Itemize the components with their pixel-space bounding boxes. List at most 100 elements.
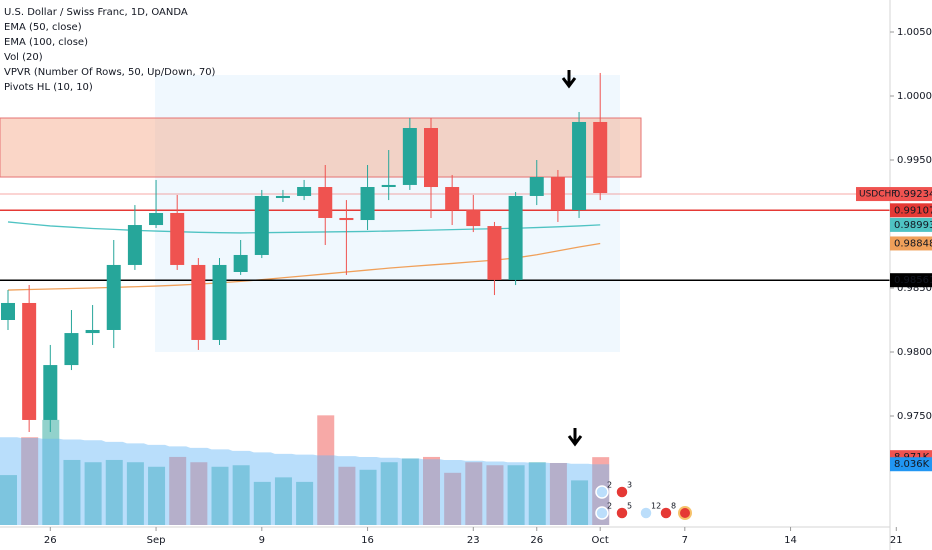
symbol-title: U.S. Dollar / Swiss Franc, 1D, OANDA — [4, 7, 188, 18]
candle-body — [487, 226, 502, 280]
volume-bar — [359, 469, 377, 525]
arrow — [561, 70, 577, 89]
volume-bar — [63, 459, 81, 525]
event-count: 2 — [607, 502, 612, 511]
indicator: Vol (20) — [4, 52, 43, 63]
legend: U.S. Dollar / Swiss Franc, 1D, OANDA EMA… — [4, 7, 216, 93]
event-icon — [678, 506, 692, 520]
volume-bar — [380, 462, 398, 525]
volume-bar — [444, 472, 462, 525]
candle-body — [529, 177, 544, 196]
volume-bar — [549, 462, 567, 525]
pivot-zone — [0, 117, 642, 178]
event-count: 2 — [607, 481, 612, 490]
x-tick-label: Sep — [147, 535, 166, 546]
volume-bar — [528, 462, 546, 525]
candle-body — [572, 121, 587, 211]
price-label: 0.98848 — [894, 238, 932, 249]
volume-bar — [486, 465, 504, 525]
volume-bar — [105, 459, 123, 525]
indicator: EMA (50, close) — [4, 22, 82, 33]
price-label: 0.98561 — [894, 275, 932, 286]
candle-body — [593, 121, 608, 194]
candle-body — [191, 264, 206, 340]
volume-ma — [0, 437, 610, 525]
candle-body — [233, 254, 248, 272]
volume-bar — [296, 481, 314, 525]
volume-bar — [148, 466, 166, 525]
volume-label-bg — [890, 457, 932, 472]
event-icon — [659, 506, 673, 520]
event-count: 5 — [627, 502, 632, 511]
volume-bar — [232, 465, 250, 525]
candle-body — [402, 128, 417, 185]
ema-line — [7, 242, 601, 291]
symbol-label-bg — [856, 187, 890, 202]
volume-bar — [21, 437, 39, 525]
x-tick-label: 14 — [784, 535, 797, 546]
candle-body — [360, 187, 375, 221]
candle-body — [297, 187, 312, 196]
candle-body — [508, 195, 523, 280]
candle-body — [22, 302, 37, 420]
candle-body — [1, 302, 15, 320]
candle-body — [550, 177, 565, 211]
volume-bar — [190, 462, 208, 525]
price-label-bg — [890, 273, 932, 288]
y-tick-label: 1.00500 — [897, 27, 932, 38]
event-icon — [615, 506, 629, 520]
volume-label: 8.036K — [894, 459, 930, 470]
indicator: Pivots HL (10, 10) — [4, 82, 93, 93]
x-tick-label: 9 — [259, 535, 265, 546]
x-tick-label: 16 — [361, 535, 374, 546]
ema-line — [7, 221, 601, 234]
event-count: 12 — [651, 502, 661, 511]
event-icon — [595, 506, 609, 520]
profile-range — [155, 75, 620, 352]
volume-bar — [338, 466, 356, 525]
event-count: 3 — [627, 481, 632, 490]
volume-bar — [42, 419, 60, 525]
candle-body — [275, 195, 290, 199]
event-count: 8 — [671, 502, 676, 511]
candle-body — [106, 264, 121, 330]
candle-body — [466, 210, 481, 227]
price-label: 0.99107 — [894, 205, 932, 216]
x-tick-label: 26 — [44, 535, 57, 546]
price-label: 0.98993 — [894, 220, 932, 231]
volume-bar — [507, 465, 525, 525]
candle-body — [445, 187, 460, 211]
indicator: EMA (100, close) — [4, 37, 88, 48]
x-tick-label: 26 — [530, 535, 543, 546]
volume-bar — [274, 477, 292, 525]
candle-body — [170, 212, 185, 265]
price-pane — [0, 72, 890, 525]
candle-body — [64, 333, 79, 366]
x-tick-label: 23 — [467, 535, 480, 546]
candle-body — [85, 329, 100, 334]
price-label-bg — [890, 187, 932, 202]
price-label-bg — [890, 203, 932, 218]
candle-body — [212, 264, 227, 340]
volume-bar — [84, 462, 102, 525]
x-tick-label: 21 — [890, 535, 903, 546]
price-label-bg — [890, 236, 932, 251]
candle-body — [424, 128, 438, 188]
volume-bar — [126, 462, 144, 525]
volume-bar — [169, 456, 187, 525]
volume-bar — [571, 480, 589, 525]
candle-body — [381, 184, 396, 188]
volume-bar — [0, 475, 17, 525]
candle-body — [254, 195, 269, 255]
volume-bar — [465, 462, 483, 525]
candle-body — [149, 212, 164, 226]
event-icon — [639, 506, 653, 520]
volume-bar — [317, 415, 335, 525]
arrow — [567, 428, 583, 447]
price-label-bg — [890, 217, 932, 232]
volume-bar — [211, 466, 229, 525]
